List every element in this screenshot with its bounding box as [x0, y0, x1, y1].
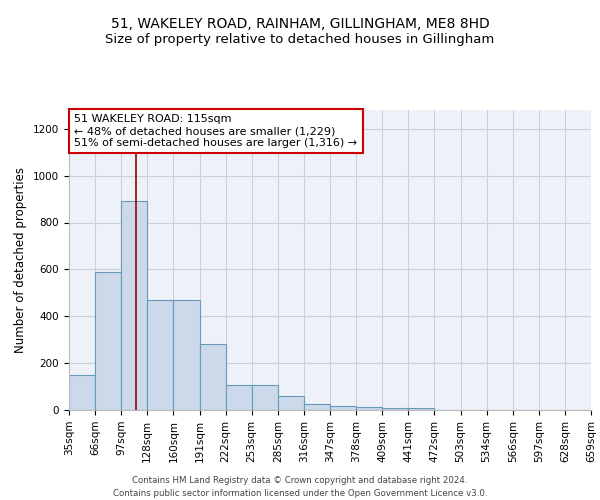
Bar: [121, 202, 148, 410]
Bar: [95, 272, 121, 410]
Bar: [278, 396, 304, 410]
Bar: [173, 300, 199, 410]
Text: Contains HM Land Registry data © Crown copyright and database right 2024.
Contai: Contains HM Land Registry data © Crown c…: [113, 476, 487, 498]
Text: 51, WAKELEY ROAD, RAINHAM, GILLINGHAM, ME8 8HD: 51, WAKELEY ROAD, RAINHAM, GILLINGHAM, M…: [110, 18, 490, 32]
Bar: [252, 386, 278, 410]
Bar: [382, 408, 409, 410]
Bar: [330, 406, 356, 410]
Text: Size of property relative to detached houses in Gillingham: Size of property relative to detached ho…: [106, 32, 494, 46]
Bar: [199, 344, 226, 410]
Y-axis label: Number of detached properties: Number of detached properties: [14, 167, 28, 353]
Bar: [226, 386, 252, 410]
Bar: [409, 408, 434, 410]
Bar: [148, 300, 173, 410]
Bar: [356, 407, 382, 410]
Bar: [69, 375, 95, 410]
Text: 51 WAKELEY ROAD: 115sqm
← 48% of detached houses are smaller (1,229)
51% of semi: 51 WAKELEY ROAD: 115sqm ← 48% of detache…: [74, 114, 358, 148]
Bar: [304, 404, 330, 410]
